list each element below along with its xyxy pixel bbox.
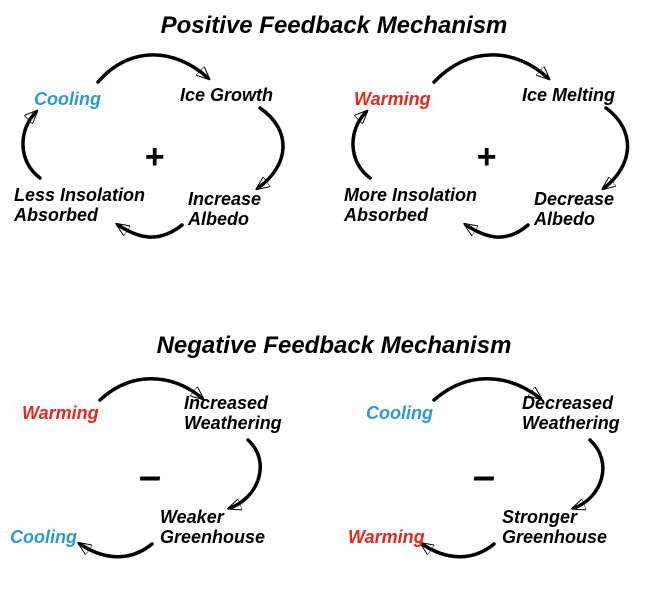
node-nc-warming: Warming (348, 528, 425, 548)
node-nc-cooling: Cooling (366, 404, 433, 424)
arrow-nc-weath-to-nc-green (574, 440, 603, 508)
arrow-pw-warming-to-pw-melting (434, 55, 548, 82)
node-nw-warming: Warming (22, 404, 99, 424)
node-pc-icegrowth: Ice Growth (180, 86, 273, 106)
arrow-pc-albedo-to-pc-insol (118, 225, 182, 237)
title-negative: Negative Feedback Mechanism (0, 332, 668, 360)
arrow-pc-insol-to-pc-cooling (23, 112, 40, 178)
loop-sign-pos-warm: + (466, 138, 506, 177)
arrow-nw-weath-to-nw-green (230, 440, 260, 508)
arrow-pw-melting-to-pw-albedo (604, 108, 628, 188)
node-pw-insol: More Insolation Absorbed (344, 186, 477, 226)
arrow-pw-insol-to-pw-warming (353, 112, 370, 178)
diagram-stage: Positive Feedback Mechanism Negative Fee… (0, 0, 668, 600)
loop-sign-neg-cool: – (464, 454, 504, 499)
node-nw-cooling: Cooling (10, 528, 77, 548)
node-nw-green: Weaker Greenhouse (160, 508, 265, 548)
node-pw-warming: Warming (354, 90, 431, 110)
node-pc-albedo: Increase Albedo (188, 190, 261, 230)
node-pw-albedo: Decrease Albedo (534, 190, 614, 230)
loop-sign-neg-warm: – (130, 454, 170, 499)
node-nc-weath: Decreased Weathering (522, 394, 620, 434)
node-pc-insol: Less Insolation Absorbed (14, 186, 145, 226)
node-nc-green: Stronger Greenhouse (502, 508, 607, 548)
node-pc-cooling: Cooling (34, 90, 101, 110)
arrow-pc-cooling-to-pc-icegrowth (98, 55, 208, 82)
arrow-nw-green-to-nw-cooling (80, 544, 152, 557)
title-positive: Positive Feedback Mechanism (0, 12, 668, 40)
arrow-nc-green-to-nc-warming (422, 544, 494, 557)
node-pw-melting: Ice Melting (522, 86, 615, 106)
arrow-pw-albedo-to-pw-insol (466, 225, 528, 237)
loop-sign-pos-cool: + (134, 138, 174, 177)
node-nw-weath: Increased Weathering (184, 394, 282, 434)
arrow-pc-icegrowth-to-pc-albedo (258, 108, 283, 188)
